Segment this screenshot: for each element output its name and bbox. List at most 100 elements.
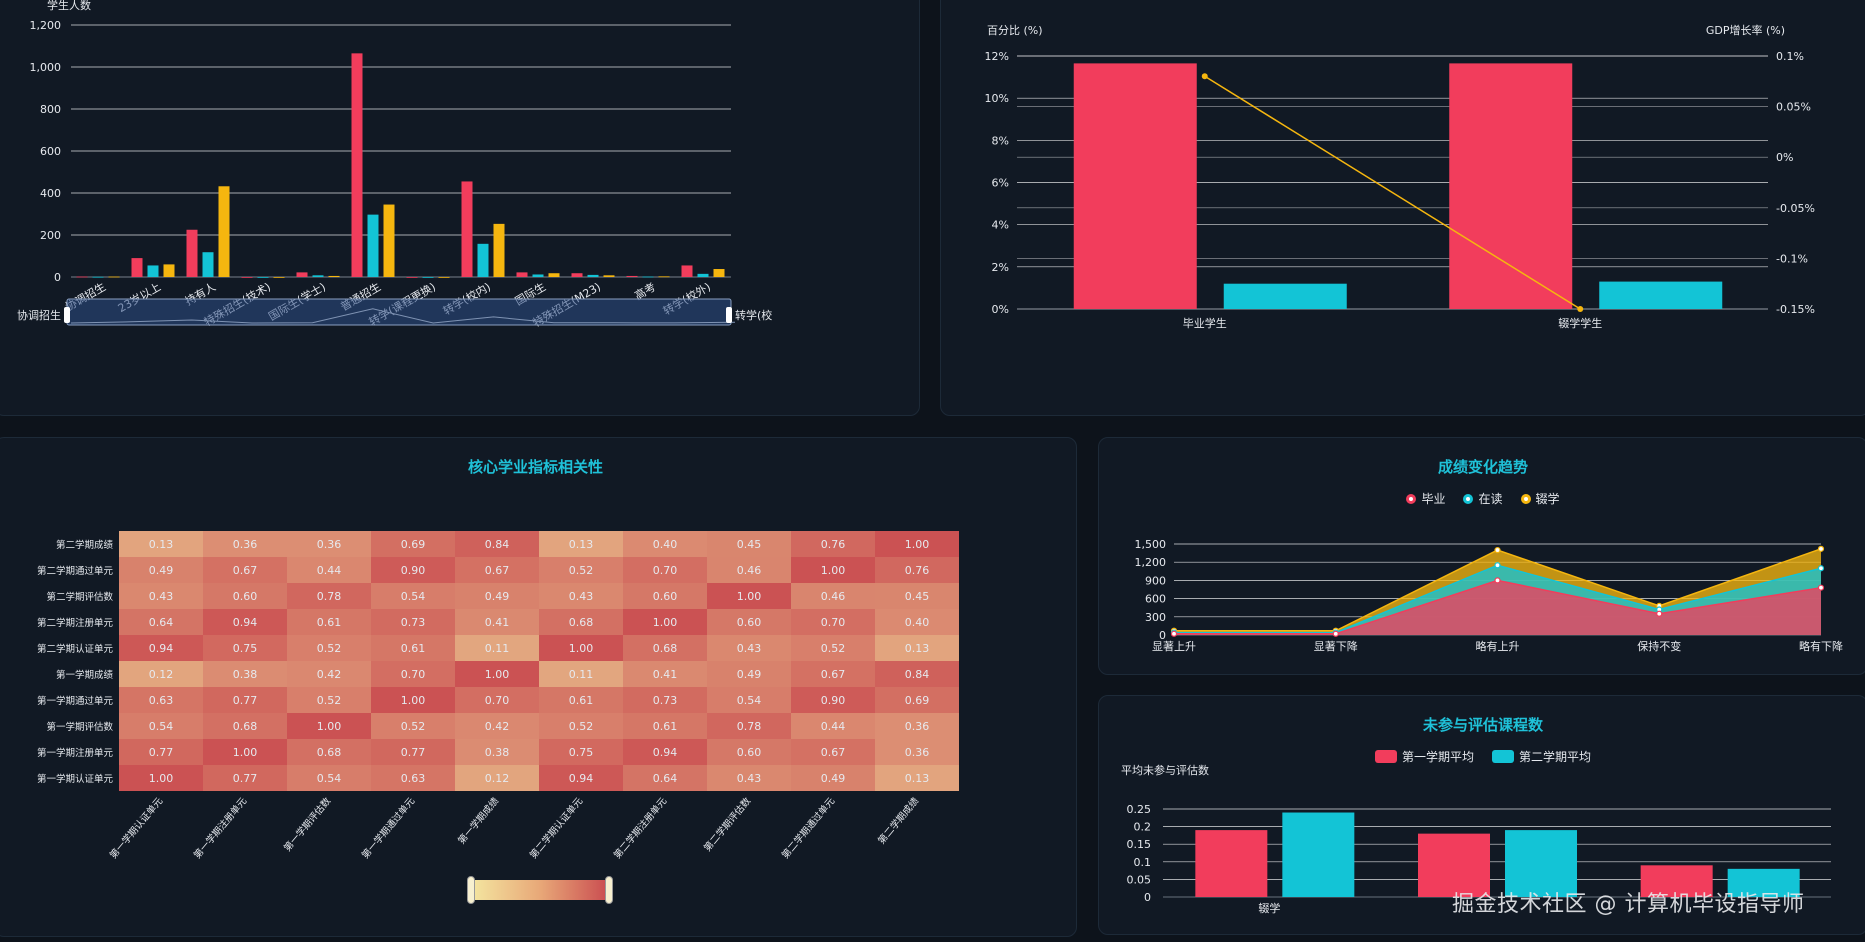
legend-label: 辍学 bbox=[1535, 492, 1560, 506]
bar bbox=[587, 274, 599, 277]
cell-value: 0.42 bbox=[485, 720, 510, 733]
legend-item-sem1[interactable]: 第一学期平均 bbox=[1374, 748, 1474, 765]
y-tick-label-left: 2% bbox=[992, 261, 1009, 274]
legend-item-enrolled[interactable]: 在读 bbox=[1457, 490, 1503, 507]
cell-value: 0.84 bbox=[905, 668, 930, 681]
y-tick-label-left: 8% bbox=[992, 134, 1009, 147]
y-tick-label: 200 bbox=[40, 229, 61, 242]
heatmap-cell bbox=[707, 557, 791, 583]
heatmap-cell bbox=[791, 635, 875, 661]
heatmap-cell bbox=[875, 713, 959, 739]
heatmap-cell bbox=[119, 635, 203, 661]
gdp-point bbox=[1577, 306, 1584, 312]
bar bbox=[1073, 63, 1197, 309]
data-point bbox=[1170, 630, 1178, 637]
cell-value: 0.70 bbox=[653, 564, 678, 577]
watermark-text: 掘金技术社区 @ 计算机毕设指导师 bbox=[1452, 892, 1805, 917]
bar bbox=[438, 277, 450, 278]
heatmap-cell bbox=[119, 531, 203, 557]
y-tick-label-right: 0.05% bbox=[1776, 101, 1811, 114]
cell-value: 1.00 bbox=[485, 668, 510, 681]
legend-item-graduate[interactable]: 毕业 bbox=[1400, 490, 1445, 507]
bar bbox=[713, 269, 725, 277]
data-point bbox=[1494, 577, 1501, 584]
cell-value: 0.49 bbox=[737, 668, 762, 681]
col-label: 第二学期评估数 bbox=[701, 795, 753, 854]
cell-value: 0.61 bbox=[653, 720, 678, 733]
heatmap-cell bbox=[623, 713, 707, 739]
bar bbox=[328, 275, 340, 277]
bar bbox=[383, 204, 395, 277]
cell-value: 0.75 bbox=[233, 642, 258, 655]
heatmap-cell bbox=[791, 583, 875, 609]
visual-map-handle-min[interactable] bbox=[467, 876, 475, 904]
y-axis-title-right: GDP增长率 (%) bbox=[1706, 23, 1785, 37]
data-point bbox=[1494, 562, 1501, 569]
heatmap-cell bbox=[707, 661, 791, 687]
visual-map-handle-max[interactable] bbox=[605, 876, 613, 904]
data-point bbox=[1817, 545, 1825, 552]
heatmap-cell bbox=[455, 557, 539, 583]
heatmap-cell bbox=[287, 687, 371, 713]
x-tick-label: 略有上升 bbox=[1476, 639, 1520, 653]
heatmap-cell bbox=[539, 713, 623, 739]
cell-value: 0.36 bbox=[905, 746, 930, 759]
heatmap-cell bbox=[791, 661, 875, 687]
cell-value: 0.36 bbox=[233, 538, 258, 551]
bar bbox=[186, 229, 198, 277]
y-tick-label-left: 0% bbox=[992, 303, 1009, 316]
heatmap-cell bbox=[707, 609, 791, 635]
y-tick-label: 0 bbox=[1144, 891, 1151, 904]
y-tick-label-left: 10% bbox=[985, 92, 1009, 105]
y-tick-label-right: 0.1% bbox=[1776, 50, 1804, 63]
heatmap-cell bbox=[623, 583, 707, 609]
zoom-handle-right bbox=[726, 307, 732, 323]
absent-legend: 第一学期平均 第二学期平均 bbox=[1099, 748, 1865, 765]
bar bbox=[477, 243, 489, 277]
bar bbox=[461, 181, 473, 277]
y-axis-title-left: 百分比 (%) bbox=[987, 24, 1043, 37]
y-tick-label-right: -0.15% bbox=[1776, 303, 1815, 316]
cell-value: 0.43 bbox=[737, 642, 762, 655]
cell-value: 0.64 bbox=[149, 616, 174, 629]
heatmap-cell bbox=[203, 739, 287, 765]
bar bbox=[681, 265, 693, 277]
y-tick-label: 400 bbox=[40, 187, 61, 200]
cell-value: 0.77 bbox=[149, 746, 174, 759]
legend-marker-icon bbox=[1457, 493, 1486, 504]
bar bbox=[422, 277, 434, 278]
heatmap-cell bbox=[707, 765, 791, 791]
heatmap-cell bbox=[119, 713, 203, 739]
y-tick-label: 0.15 bbox=[1127, 838, 1152, 851]
bar bbox=[367, 214, 379, 277]
legend-label: 在读 bbox=[1478, 492, 1503, 506]
panel-percentage-bar: 百分比 (%) GDP增长率 (%) 0% 2% 4% 6% 8% 10% 12% -0.15% -… bbox=[940, 0, 1865, 416]
heatmap-cell bbox=[875, 687, 959, 713]
cell-value: 0.61 bbox=[569, 694, 594, 707]
cell-value: 1.00 bbox=[653, 616, 678, 629]
visual-map-slider[interactable] bbox=[467, 876, 613, 904]
heatmap-cell bbox=[791, 765, 875, 791]
x-tick-label: 保持不变 bbox=[1637, 639, 1681, 653]
heatmap-cell bbox=[455, 713, 539, 739]
row-label: 第二学期通过单元 bbox=[37, 565, 114, 577]
cell-value: 0.60 bbox=[737, 616, 762, 629]
cell-value: 0.73 bbox=[653, 694, 678, 707]
heatmap-cell bbox=[287, 765, 371, 791]
col-label: 第二学期认证单元 bbox=[527, 795, 585, 861]
heatmap-cell bbox=[875, 557, 959, 583]
x-tick-label: 毕业学生 bbox=[1183, 316, 1227, 330]
legend-item-dropout[interactable]: 辍学 bbox=[1514, 490, 1560, 507]
col-label: 第一学期注册单元 bbox=[191, 795, 249, 861]
heatmap-cell bbox=[371, 635, 455, 661]
heatmap-cell bbox=[875, 609, 959, 635]
heatmap-cell bbox=[623, 661, 707, 687]
heatmap-title: 核心学业指标相关性 bbox=[467, 458, 603, 476]
data-point bbox=[1656, 610, 1663, 617]
legend-item-sem2[interactable]: 第二学期平均 bbox=[1492, 748, 1591, 765]
heatmap-cell bbox=[119, 609, 203, 635]
cell-value: 0.54 bbox=[149, 720, 174, 733]
cell-value: 0.46 bbox=[821, 590, 846, 603]
heatmap-cell bbox=[203, 661, 287, 687]
cell-value: 0.38 bbox=[233, 668, 258, 681]
